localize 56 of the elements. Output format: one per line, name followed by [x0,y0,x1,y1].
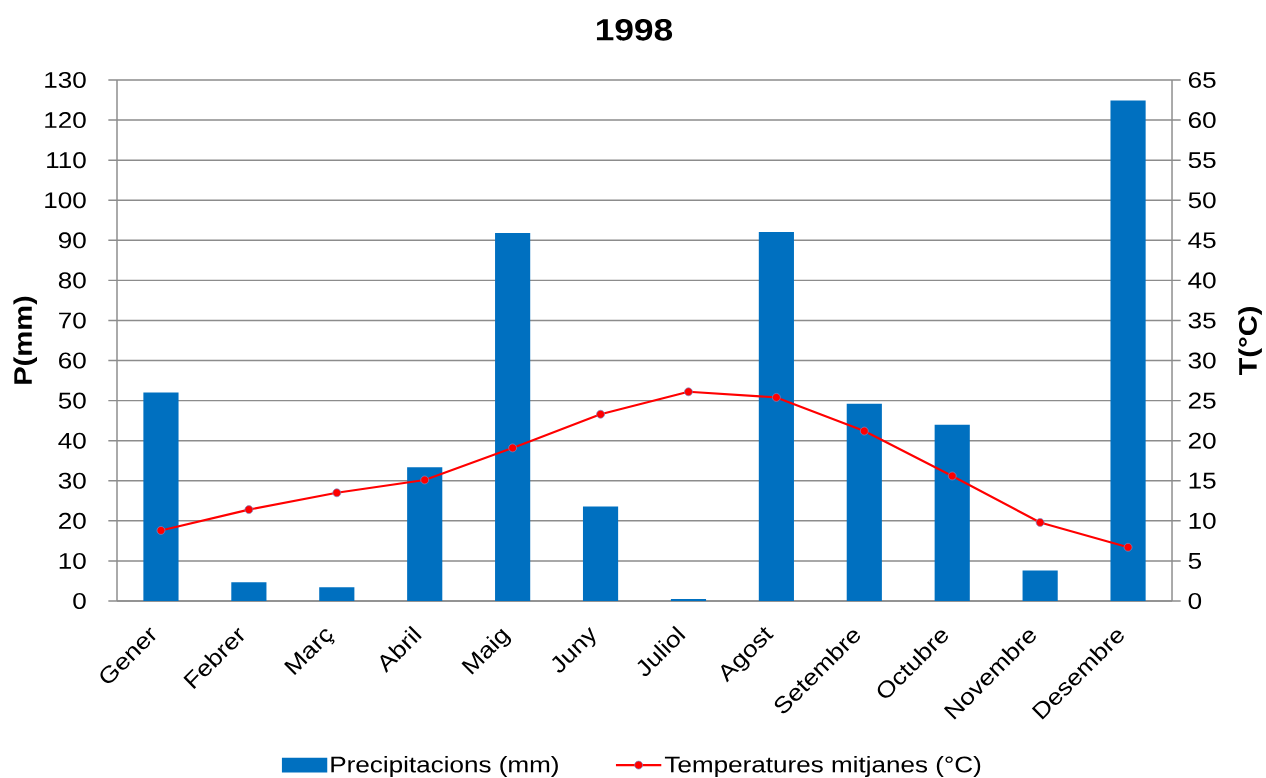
y2-tick-label: 45 [1188,232,1216,249]
y2-tick-label: 10 [1189,512,1216,529]
bar [758,231,794,601]
legend-label: Precipitacions (mm) [331,755,558,778]
point [420,475,430,485]
y2-tick-label: 5 [1188,553,1202,569]
y2-tick-label: 60 [1188,112,1216,129]
bar [495,233,531,601]
point [508,443,517,453]
bar [846,403,882,601]
point [244,505,254,514]
point [1123,542,1133,552]
point [156,526,166,535]
y2-tick-label: 35 [1188,312,1216,329]
legend-label: Temperatures mitjanes (°C) [664,755,981,778]
y2-tick-label: 30 [1188,352,1216,369]
y2-tick-label: 65 [1188,71,1216,89]
y-tick-label: 120 [45,112,86,129]
y2-tick-label: 50 [1188,192,1216,209]
y2-tick-label: 40 [1188,272,1216,289]
y2-axis-title: T(°C) [1238,306,1262,376]
y-tick-label: 60 [59,352,86,369]
point [596,409,605,419]
y-tick-label: 90 [58,232,86,249]
y-tick-label: 50 [58,392,86,409]
y-tick-label: 100 [45,192,86,209]
point [332,488,342,498]
point [772,393,781,402]
y2-tick-label: 0 [1188,592,1202,610]
y-tick-label: 130 [45,71,86,89]
y-tick-label: 40 [58,432,86,449]
chart-title: 1998 [596,18,673,41]
point [859,426,869,436]
bar [582,506,619,601]
bar [143,392,179,601]
bar [1110,100,1146,601]
y-tick-label: 0 [73,592,86,610]
point [947,471,957,481]
bar [231,582,267,601]
bar [407,467,443,601]
bar [934,424,970,601]
y2-tick-label: 20 [1188,432,1216,449]
y2-tick-label: 55 [1188,152,1216,169]
y-tick-label: 10 [59,552,86,569]
point [1035,518,1045,527]
y-tick-label: 70 [59,312,86,329]
bar [1022,570,1058,601]
point [684,387,693,397]
y-tick-label: 80 [58,272,86,289]
y-tick-label: 30 [58,472,86,489]
y-tick-label: 20 [59,512,86,529]
bar [319,587,355,601]
y2-tick-label: 25 [1188,392,1216,409]
y-tick-label: 110 [47,152,86,169]
y2-tick-label: 15 [1189,472,1216,489]
y-axis-title: P(mm) [13,296,38,384]
